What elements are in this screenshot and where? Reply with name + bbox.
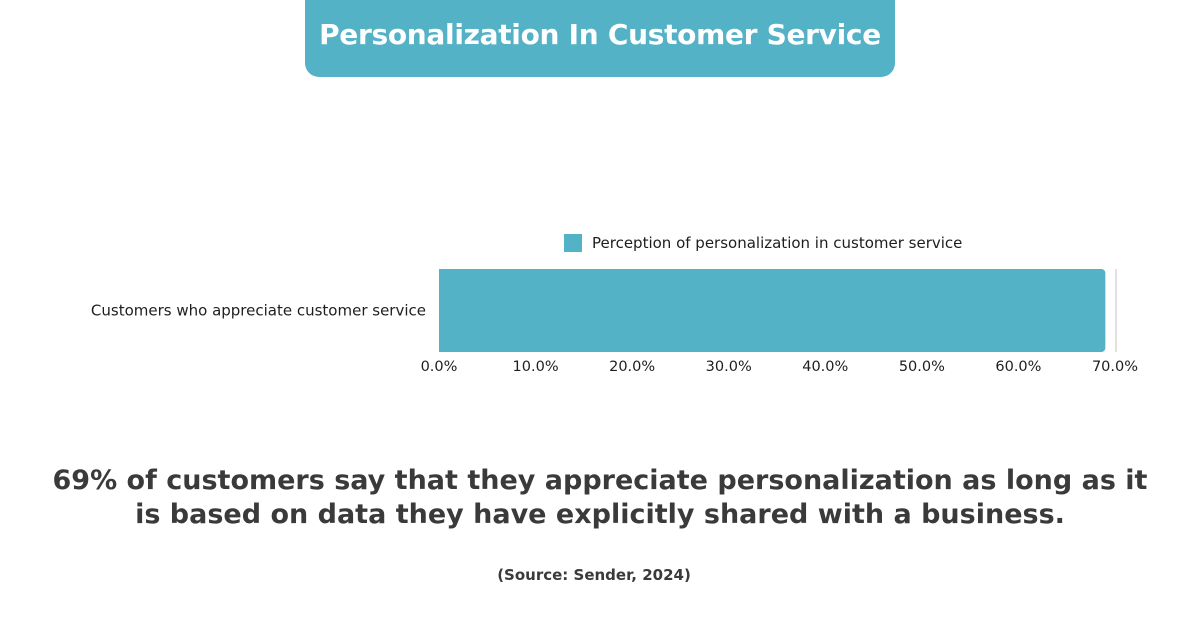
x-tick-label: 70.0% [1092,359,1138,375]
category-label: Customers who appreciate customer servic… [91,302,426,320]
bar [439,269,1106,352]
page-title: Personalization In Customer Service [319,18,881,51]
x-axis-ticks: 0.0% 10.0% 20.0% 30.0% 40.0% 50.0% 60.0% 70.0% [421,359,1138,375]
bar-left-edge [439,269,445,352]
x-tick-label: 30.0% [706,359,752,375]
x-tick-label: 50.0% [899,359,945,375]
x-tick-label: 10.0% [513,359,559,375]
legend-label: Perception of personalization in custome… [592,234,962,252]
chart-legend: Perception of personalization in custome… [564,234,962,252]
x-tick-label: 0.0% [421,359,458,375]
source-citation: (Source: Sender, 2024) [497,566,691,584]
category-labels: Customers who appreciate customer servic… [91,302,426,320]
x-tick-label: 40.0% [802,359,848,375]
legend-swatch [564,234,582,252]
bar-chart: Perception of personalization in custome… [91,234,1138,375]
title-banner: Personalization In Customer Service [305,0,895,77]
x-tick-label: 20.0% [609,359,655,375]
headline-statistic: 69% of customers say that they appreciat… [52,465,1148,530]
chart-bars [439,269,1117,352]
x-tick-label: 60.0% [995,359,1041,375]
